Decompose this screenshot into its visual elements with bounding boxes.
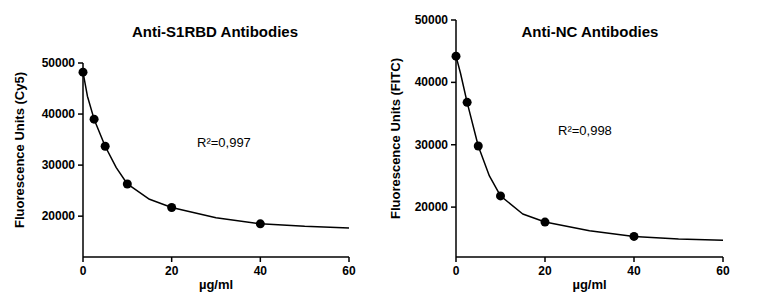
y-tick	[451, 144, 456, 146]
y-tick	[78, 164, 83, 166]
x-tick	[722, 257, 724, 262]
y-tick-label: 40000	[415, 75, 449, 89]
y-tick	[78, 62, 83, 64]
x-tick	[633, 257, 635, 262]
y-axis-label: Fluorescence Units (Cy5)	[12, 72, 27, 228]
y-tick-label: 30000	[42, 158, 76, 172]
fit-curve	[83, 72, 349, 228]
title: Anti-S1RBD Antibodies	[132, 23, 298, 40]
title: Anti-NC Antibodies	[522, 23, 659, 40]
annotation: R²=0,998	[558, 123, 612, 138]
y-tick	[78, 113, 83, 115]
x-axis	[456, 256, 723, 258]
data-point	[463, 98, 472, 107]
y-tick	[451, 82, 456, 84]
x-tick-label: 40	[627, 264, 641, 278]
y-tick	[78, 215, 83, 217]
x-tick-label: 0	[80, 264, 87, 278]
x-tick	[455, 257, 457, 262]
data-point	[630, 232, 639, 241]
x-tick-label: 60	[342, 264, 356, 278]
chart: Anti-S1RBD Antibodies 20000 30000 40000 5000…	[12, 23, 356, 292]
data-point	[452, 52, 461, 61]
x-tick-label: 20	[538, 264, 552, 278]
y-tick	[451, 206, 456, 208]
data-point	[256, 219, 265, 228]
y-tick-label: 20000	[42, 209, 76, 223]
y-tick-label: 30000	[415, 138, 449, 152]
y-tick-label: 40000	[42, 107, 76, 121]
x-tick-label: 0	[453, 264, 460, 278]
plot-area	[452, 52, 724, 241]
plot-area	[79, 68, 350, 229]
x-tick	[544, 257, 546, 262]
data-point	[123, 179, 132, 188]
x-tick	[260, 257, 262, 262]
y-tick-label: 50000	[42, 56, 76, 70]
x-tick-label: 60	[716, 264, 730, 278]
figure: Anti-S1RBD Antibodies 20000 30000 40000 5000…	[0, 0, 768, 295]
fit-curve	[456, 56, 723, 240]
annotation: R²=0,997	[197, 135, 251, 150]
x-axis-label: µg/ml	[572, 277, 606, 292]
data-point	[79, 68, 88, 77]
y-tick	[451, 19, 456, 21]
x-tick	[348, 257, 350, 262]
data-point	[474, 141, 483, 150]
x-tick-label: 40	[254, 264, 268, 278]
x-axis	[83, 256, 349, 258]
data-point	[541, 218, 550, 227]
y-axis-label: Fluorescence Units (FITC)	[388, 58, 403, 219]
x-tick	[171, 257, 173, 262]
y-tick-label: 20000	[415, 200, 449, 214]
y-axis	[82, 63, 84, 257]
x-axis-label: µg/ml	[199, 277, 233, 292]
chart: Anti-NC Antibodies 20000 30000 40000 50000 0 2…	[388, 13, 730, 292]
data-point	[496, 191, 505, 200]
data-point	[101, 142, 110, 151]
x-tick	[82, 257, 84, 262]
data-point	[167, 203, 176, 212]
x-tick-label: 20	[165, 264, 179, 278]
data-point	[90, 115, 99, 124]
y-tick-label: 50000	[415, 13, 449, 27]
